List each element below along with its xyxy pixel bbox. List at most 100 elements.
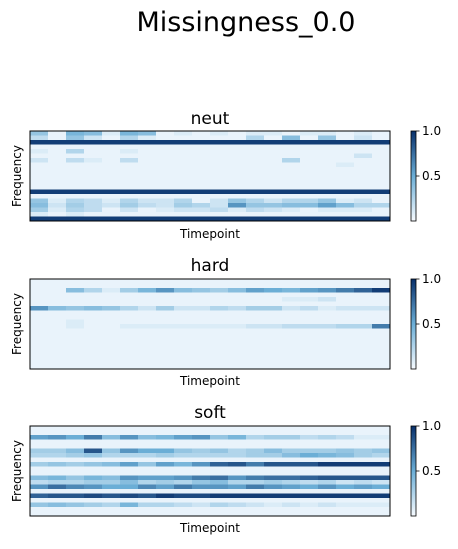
heatmap-cell — [372, 351, 391, 356]
heatmap-cell — [336, 189, 355, 195]
heatmap-cell — [246, 310, 265, 316]
heatmap-cell — [264, 135, 283, 141]
heatmap-cell — [138, 435, 157, 440]
heatmap-cell — [282, 162, 301, 168]
heatmap-cell — [30, 471, 49, 476]
heatmap-cell — [102, 279, 121, 284]
heatmap-cell — [30, 502, 49, 508]
heatmap-cell — [120, 364, 139, 370]
heatmap-cell — [228, 448, 247, 454]
y-axis-label: Frequency — [10, 293, 24, 355]
heatmap-cell — [210, 185, 229, 190]
heatmap-cell — [102, 180, 121, 186]
heatmap-cell — [282, 171, 301, 177]
heatmap-cell — [300, 310, 319, 316]
heatmap-cell — [138, 453, 157, 458]
heatmap-cell — [228, 301, 247, 307]
heatmap-cell — [192, 180, 211, 186]
heatmap-cell — [66, 153, 85, 159]
heatmap-cell — [300, 198, 319, 204]
heatmap-cell — [264, 315, 283, 320]
heatmap-cell — [354, 466, 373, 472]
heatmap-cell — [30, 203, 49, 208]
heatmap-cell — [210, 462, 229, 467]
heatmap-cell — [228, 453, 247, 458]
heatmap-cell — [84, 153, 103, 159]
heatmap-cell — [48, 194, 67, 199]
heatmap-cell — [174, 301, 193, 307]
heatmap-cell — [228, 337, 247, 343]
heatmap-cell — [120, 171, 139, 177]
heatmap-cell — [192, 337, 211, 343]
heatmap-cell — [156, 480, 175, 485]
heatmap-cell — [66, 203, 85, 208]
figure-title: Missingness_0.0 — [137, 7, 356, 38]
heatmap-cell — [264, 176, 283, 181]
heatmap-cell — [246, 435, 265, 440]
heatmap-cell — [66, 502, 85, 508]
heatmap-cell — [102, 328, 121, 334]
heatmap-cell — [102, 189, 121, 195]
heatmap-cell — [264, 355, 283, 361]
heatmap-cell — [264, 328, 283, 334]
heatmap-cell — [120, 158, 139, 163]
heatmap-cell — [264, 484, 283, 490]
heatmap-cell — [84, 426, 103, 431]
heatmap-cell — [282, 444, 301, 449]
heatmap-cell — [192, 171, 211, 177]
heatmap-cell — [318, 310, 337, 316]
heatmap-cell — [156, 306, 175, 311]
heatmap-cell — [210, 444, 229, 449]
heatmap-cell — [84, 337, 103, 343]
heatmap-cell — [246, 480, 265, 485]
heatmap-cell — [246, 207, 265, 213]
heatmap-cell — [318, 493, 337, 499]
heatmap-cell — [228, 131, 247, 136]
heatmap-cell — [246, 333, 265, 338]
heatmap-cell — [246, 346, 265, 352]
heatmap-cell — [30, 342, 49, 347]
heatmap-cell — [228, 346, 247, 352]
heatmap-cell — [210, 153, 229, 159]
heatmap-cell — [156, 498, 175, 503]
heatmap-cell — [84, 162, 103, 168]
heatmap-cell — [192, 279, 211, 284]
heatmap-cell — [48, 176, 67, 181]
heatmap-cell — [102, 149, 121, 154]
heatmap-cell — [336, 489, 355, 494]
heatmap-cell — [336, 333, 355, 338]
heatmap-cell — [300, 292, 319, 298]
heatmap-cell — [228, 333, 247, 338]
heatmap-cell — [246, 462, 265, 467]
heatmap-cell — [102, 292, 121, 298]
heatmap-cell — [210, 149, 229, 154]
heatmap-cell — [228, 444, 247, 449]
heatmap-cell — [282, 306, 301, 311]
heatmap-cell — [228, 342, 247, 347]
heatmap-cell — [84, 194, 103, 199]
heatmap-cell — [48, 212, 67, 217]
heatmap-cell — [84, 189, 103, 195]
heatmap-cell — [318, 306, 337, 311]
heatmap-cell — [48, 493, 67, 499]
heatmap-cell — [210, 207, 229, 213]
heatmap-cell — [300, 171, 319, 177]
heatmap-cell — [210, 162, 229, 168]
heatmap-cell — [282, 333, 301, 338]
heatmap-cell — [156, 301, 175, 307]
heatmap-cell — [228, 149, 247, 154]
heatmap-cell — [336, 158, 355, 163]
heatmap-cell — [354, 360, 373, 365]
heatmap-cell — [372, 310, 391, 316]
heatmap-cell — [246, 194, 265, 199]
heatmap-cell — [336, 360, 355, 365]
heatmap-panel-hard: hard Timepoint Frequency 0.5 1.0 — [10, 256, 441, 388]
heatmap-cell — [264, 471, 283, 476]
heatmap-cell — [156, 439, 175, 445]
heatmap-cell — [264, 480, 283, 485]
heatmap-cell — [210, 355, 229, 361]
heatmap-cell — [372, 180, 391, 186]
heatmap-cell — [264, 212, 283, 217]
heatmap-cell — [48, 135, 67, 141]
heatmap-cell — [246, 306, 265, 311]
